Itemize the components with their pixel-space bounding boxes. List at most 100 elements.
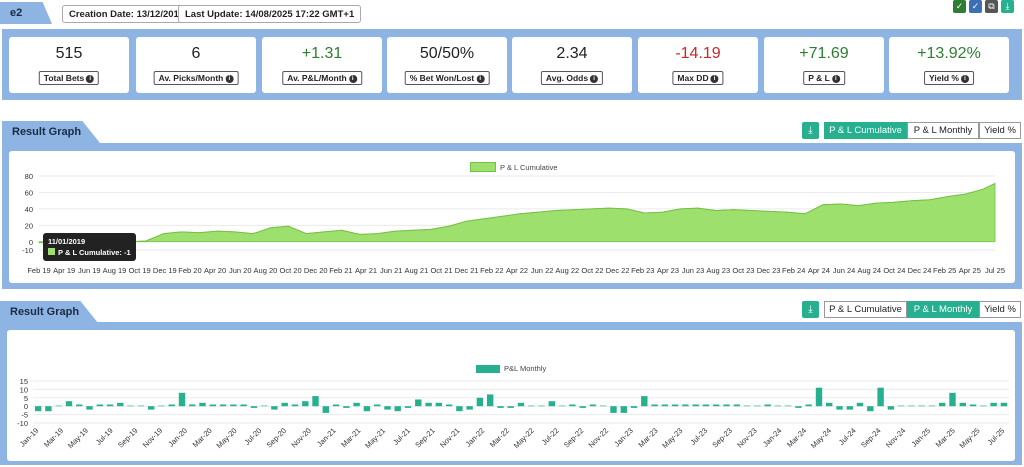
check-shield-icon[interactable]: ✓ [953,0,966,13]
x-tick-label: Oct 22 [581,266,603,275]
monthly-bar [784,405,792,407]
monthly-bar [476,397,484,407]
y-tick-label: -5 [21,411,28,420]
graph2-legend: P&L Monthly [476,364,546,373]
tooltip-date: 11/01/2019 [48,237,86,246]
pl-cumulative-button[interactable]: P & L Cumulative [824,122,907,139]
x-tick-label: Nov-22 [587,426,610,449]
info-icon[interactable]: i [831,74,840,83]
x-tick-label: Nov-21 [438,426,461,449]
x-tick-label: Jun 24 [833,266,856,275]
monthly-bar [404,406,412,408]
stat-value: +1.31 [301,45,343,62]
stat-label[interactable]: Total Bets i [38,71,100,85]
x-tick-label: Jan-19 [18,426,41,449]
pl-cumulative-button[interactable]: P & L Cumulative [824,301,907,318]
y-tick-label: -10 [17,419,28,428]
monthly-bar [106,404,114,407]
download-icon[interactable]: ⤓ [802,301,819,318]
x-tick-label: Aug 22 [555,266,579,275]
strategy-tab[interactable]: e2 [0,2,52,24]
monthly-bar [743,405,751,407]
x-tick-label: Nov-19 [141,426,164,449]
y-tick-label: 15 [20,377,28,386]
x-tick-label: Jun 20 [229,266,252,275]
legend-label: P&L Monthly [504,364,547,373]
info-icon[interactable]: i [348,74,357,83]
monthly-bar [661,404,668,407]
download-icon[interactable]: ⤓ [802,122,819,139]
stat-label[interactable]: Avg. Odds i [540,71,604,85]
monthly-bar [671,404,679,407]
stat-label[interactable]: Max DD i [672,71,724,85]
monthly-bar [374,404,381,407]
x-tick-label: May-19 [66,426,90,450]
graph1-legend: P & L Cumulative [470,162,558,172]
check-shield-icon[interactable]: ✓ [969,0,982,13]
info-icon[interactable]: i [86,74,95,83]
pl-monthly-button[interactable]: P & L Monthly [907,122,979,139]
x-tick-label: Aug 24 [857,266,881,275]
monthly-bar [928,405,936,407]
x-tick-label: Nov-24 [884,426,907,449]
x-tick-label: May-24 [809,426,833,450]
monthly-bar [117,402,124,407]
monthly-bar [826,402,833,407]
info-icon[interactable]: i [476,74,485,83]
yield-button[interactable]: Yield % [979,301,1021,318]
monthly-bar [867,406,874,412]
stat-label[interactable]: Av. Picks/Month i [153,71,239,85]
stat-label[interactable]: Av. P&L/Month i [282,71,362,85]
monthly-bar [713,404,720,407]
x-tick-label: Jul-19 [94,426,115,447]
copy-icon[interactable]: ⧉ [985,0,998,13]
stat-value: 2.34 [556,45,588,62]
x-tick-label: Jan-25 [910,426,933,449]
yield-button[interactable]: Yield % [979,122,1021,139]
monthly-bar [980,405,987,407]
monthly-bar [723,404,730,407]
monthly-bar [682,404,689,407]
creation-date: Creation Date: 13/12/2018 [62,5,192,23]
graph2-area [7,330,1015,461]
x-tick-label: Oct 23 [732,266,754,275]
x-tick-label: Oct 24 [883,266,905,275]
pl-monthly-button[interactable]: P & L Monthly [907,301,979,318]
stat-label-text: Max DD [677,73,709,83]
monthly-bar [261,405,268,407]
info-icon[interactable]: i [710,74,719,83]
stat-label-text: Av. Picks/Month [158,73,224,83]
stat-value: 515 [55,45,83,62]
monthly-bar [507,406,514,408]
monthly-bar [969,404,977,407]
stat-label[interactable]: % Bet Won/Lost i [404,71,490,85]
monthly-bar [856,402,864,407]
monthly-bar [199,402,206,407]
info-icon[interactable]: i [960,74,969,83]
x-tick-label: Sep-19 [116,426,139,449]
monthly-bar [466,406,473,410]
stat-card: 515 Total Bets i [9,37,129,93]
download-icon[interactable]: ⤓ [1001,0,1014,13]
x-tick-label: May-25 [958,426,982,450]
monthly-bar [589,404,597,407]
info-icon[interactable]: i [225,74,234,83]
stat-card: 50/50% % Bet Won/Lost i [387,37,507,93]
monthly-bar [219,404,227,407]
monthly-bar [538,405,545,407]
x-tick-label: Aug 23 [706,266,730,275]
x-tick-label: Oct 19 [129,266,151,275]
x-tick-label: Feb 19 [27,266,50,275]
info-icon[interactable]: i [590,74,599,83]
monthly-bar [189,404,196,407]
monthly-bar [805,404,812,407]
x-tick-label: Mar-24 [785,426,808,449]
monthly-bar [425,402,432,407]
monthly-bar [692,404,699,407]
x-tick-label: Feb 24 [782,266,805,275]
stat-label[interactable]: Yield % i [924,71,974,85]
x-tick-label: Dec 20 [304,266,328,275]
stat-value: 50/50% [419,45,475,62]
